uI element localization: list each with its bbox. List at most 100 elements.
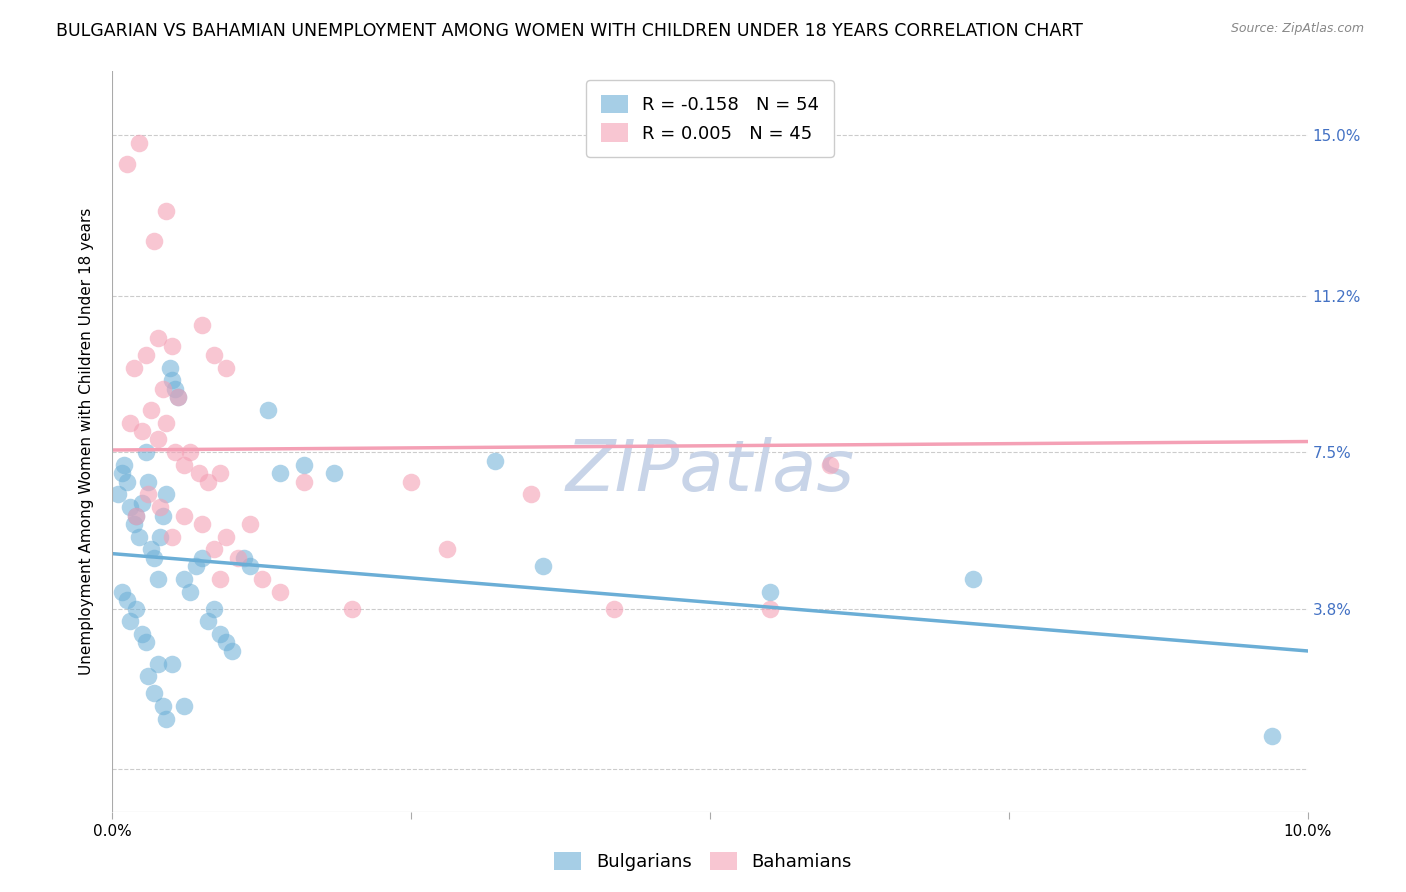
Point (202, 348, 225, 362)
Point (340, 601, 363, 615)
Point (155, 204, 177, 219)
Point (122, 360, 145, 375)
Point (322, 467, 344, 481)
Point (197, 615, 219, 629)
Point (152, 508, 174, 523)
Point (202, 601, 225, 615)
Point (215, 360, 238, 375)
Point (209, 627, 232, 641)
Point (125, 508, 148, 523)
Point (114, 458, 135, 472)
Text: Source: ZipAtlas.com: Source: ZipAtlas.com (1230, 22, 1364, 36)
Point (292, 475, 315, 489)
Point (269, 584, 291, 599)
Point (159, 360, 181, 375)
Point (173, 508, 195, 523)
Point (139, 542, 162, 557)
Point (115, 157, 138, 171)
Point (191, 550, 214, 565)
Point (759, 584, 782, 599)
Point (146, 572, 169, 586)
Point (179, 584, 201, 599)
Legend: Bulgarians, Bahamians: Bulgarians, Bahamians (547, 845, 859, 879)
Point (436, 542, 458, 557)
Point (162, 339, 183, 353)
Point (962, 572, 984, 586)
Point (131, 627, 153, 641)
Point (173, 572, 195, 586)
Point (125, 508, 148, 523)
Point (143, 686, 166, 700)
Point (233, 550, 256, 565)
Text: ZIPatlas: ZIPatlas (565, 437, 855, 506)
Point (197, 475, 219, 489)
Point (250, 572, 273, 586)
Point (162, 657, 183, 671)
Point (520, 487, 543, 501)
Point (239, 559, 262, 574)
Point (143, 550, 166, 565)
Point (191, 516, 214, 531)
Point (138, 487, 160, 501)
Point (167, 390, 190, 404)
Point (173, 698, 195, 713)
Point (215, 530, 238, 544)
Point (209, 572, 232, 586)
Point (111, 467, 134, 481)
Point (139, 402, 162, 417)
Point (759, 601, 782, 615)
Point (257, 402, 280, 417)
Point (149, 530, 172, 544)
Point (173, 458, 195, 472)
Point (120, 416, 142, 430)
Point (226, 550, 249, 565)
Point (115, 593, 138, 607)
Point (146, 433, 169, 447)
Point (162, 373, 183, 387)
Point (131, 424, 153, 438)
Y-axis label: Unemployment Among Women with Children Under 18 years: Unemployment Among Women with Children U… (79, 208, 94, 675)
Point (128, 530, 150, 544)
Point (135, 635, 157, 649)
Point (269, 467, 291, 481)
Point (187, 467, 209, 481)
Point (215, 635, 238, 649)
Point (107, 487, 129, 501)
Point (209, 467, 232, 481)
Point (152, 382, 174, 396)
Point (131, 496, 153, 510)
Point (531, 559, 554, 574)
Point (818, 458, 841, 472)
Point (149, 500, 172, 515)
Point (163, 445, 186, 459)
Point (603, 601, 626, 615)
Point (162, 530, 183, 544)
Point (179, 445, 201, 459)
Point (155, 712, 177, 726)
Point (146, 657, 169, 671)
Point (128, 136, 150, 151)
Point (221, 644, 243, 658)
Point (1261, 729, 1284, 743)
Point (138, 475, 160, 489)
Point (135, 348, 157, 362)
Legend: R = -0.158   N = 54, R = 0.005   N = 45: R = -0.158 N = 54, R = 0.005 N = 45 (586, 80, 834, 157)
Point (120, 615, 142, 629)
Point (155, 487, 177, 501)
Text: BULGARIAN VS BAHAMIAN UNEMPLOYMENT AMONG WOMEN WITH CHILDREN UNDER 18 YEARS CORR: BULGARIAN VS BAHAMIAN UNEMPLOYMENT AMONG… (56, 22, 1083, 40)
Point (146, 331, 169, 345)
Point (115, 475, 138, 489)
Point (152, 698, 174, 713)
Point (484, 453, 506, 467)
Point (239, 516, 262, 531)
Point (120, 500, 142, 515)
Point (401, 475, 423, 489)
Point (191, 318, 214, 333)
Point (202, 542, 225, 557)
Point (125, 601, 148, 615)
Point (122, 516, 145, 531)
Point (292, 458, 315, 472)
Point (111, 584, 134, 599)
Point (186, 559, 208, 574)
Point (135, 445, 157, 459)
